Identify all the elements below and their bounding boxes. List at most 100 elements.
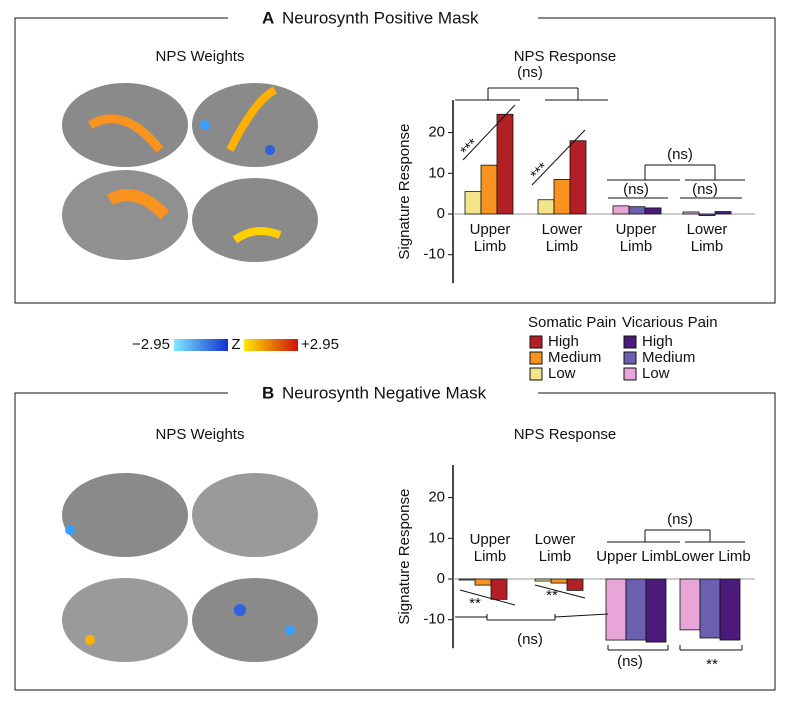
annotation: (ns) xyxy=(517,64,543,81)
response-title: NPS Response xyxy=(514,48,617,65)
legend-label: High xyxy=(642,333,673,350)
y-tick-label: 10 xyxy=(428,164,445,181)
legend-label: High xyxy=(548,333,579,350)
brains xyxy=(62,83,318,262)
annotation: (ns) xyxy=(667,146,693,163)
y-tick-label: 20 xyxy=(428,124,445,141)
bar xyxy=(496,113,514,215)
colorbar-max: +2.95 xyxy=(301,336,339,353)
colorbar: −2.95 Z +2.95 xyxy=(132,336,339,353)
x-tick-label: Upper xyxy=(470,221,511,238)
bracket xyxy=(534,584,586,599)
legend-swatch xyxy=(529,367,543,381)
x-tick-label: Limb xyxy=(539,548,572,565)
annotation: ** xyxy=(706,656,718,673)
legend-label: Medium xyxy=(642,349,695,366)
bar xyxy=(490,578,508,600)
colorbar-min: −2.95 xyxy=(132,336,170,353)
legend-swatch xyxy=(529,335,543,349)
annotation: (ns) xyxy=(617,653,643,670)
x-tick-label: Lower xyxy=(542,221,583,238)
colorbar-neg xyxy=(174,339,228,351)
annotation: (ns) xyxy=(623,181,649,198)
y-tick-label: 0 xyxy=(437,205,445,222)
x-tick-label: Limb xyxy=(546,238,579,255)
legend-title: Vicarious Pain xyxy=(622,314,718,331)
y-axis-label: Signature Response xyxy=(396,489,413,625)
panel-b: B Neurosynth Negative Mask NPS Weights N… xyxy=(14,383,776,691)
bar xyxy=(537,199,555,215)
bracket xyxy=(462,104,516,161)
bar xyxy=(534,578,552,582)
panel-letter: A xyxy=(262,8,274,27)
panel-a: A Neurosynth Positive Mask NPS Weights N… xyxy=(14,8,776,304)
legend-label: Low xyxy=(642,365,670,382)
y-tick-label: 20 xyxy=(428,489,445,506)
bar xyxy=(699,578,721,639)
colorbar-pos xyxy=(244,339,298,351)
legend-swatch xyxy=(623,351,637,365)
y-tick-label: 0 xyxy=(437,570,445,587)
panel-letter: B xyxy=(262,383,274,402)
bar xyxy=(566,578,584,591)
legend-label: Low xyxy=(548,365,576,382)
x-tick-label: Lower Limb xyxy=(673,548,751,565)
bar xyxy=(682,211,700,215)
y-axis-label: Signature Response xyxy=(396,124,413,260)
legend-swatch xyxy=(623,367,637,381)
bar xyxy=(644,207,662,215)
legend-swatch xyxy=(529,351,543,365)
x-tick-label: Limb xyxy=(620,238,653,255)
x-tick-label: Limb xyxy=(474,238,507,255)
brains xyxy=(62,473,318,662)
legend-swatch xyxy=(623,335,637,349)
bar xyxy=(719,578,741,641)
y-tick-label: -10 xyxy=(423,246,445,263)
colorbar-z: Z xyxy=(231,336,240,353)
y-tick-label: -10 xyxy=(423,611,445,628)
weights-title: NPS Weights xyxy=(156,426,245,443)
bracket xyxy=(531,129,586,186)
annotation: (ns) xyxy=(517,631,543,648)
bracket xyxy=(459,589,516,606)
bar xyxy=(569,140,587,215)
weights-title: NPS Weights xyxy=(156,48,245,65)
x-tick-label: Lower xyxy=(535,531,576,548)
annotation: ** xyxy=(546,587,558,604)
bar xyxy=(698,213,716,217)
bar xyxy=(474,578,492,586)
bar xyxy=(645,578,667,643)
annotation: (ns) xyxy=(667,511,693,528)
annotation: ** xyxy=(469,595,481,612)
bar xyxy=(480,164,498,215)
bar xyxy=(714,211,732,215)
bar xyxy=(458,578,476,581)
bar xyxy=(464,191,482,215)
x-tick-label: Upper xyxy=(616,221,657,238)
x-tick-label: Upper xyxy=(470,531,511,548)
bracket xyxy=(554,613,609,618)
bar xyxy=(625,578,647,641)
x-tick-label: Lower xyxy=(687,221,728,238)
response-title: NPS Response xyxy=(514,426,617,443)
title-bg xyxy=(228,383,538,405)
panel-title: Neurosynth Positive Mask xyxy=(282,8,479,27)
annotation: *** xyxy=(457,135,482,160)
bar xyxy=(628,206,646,215)
legend-label: Medium xyxy=(548,349,601,366)
x-tick-label: Upper Limb xyxy=(596,548,674,565)
bar xyxy=(612,205,630,215)
bar xyxy=(679,578,701,631)
annotation: (ns) xyxy=(692,181,718,198)
panel-title: Neurosynth Negative Mask xyxy=(282,383,487,402)
bar xyxy=(605,578,627,641)
x-tick-label: Limb xyxy=(691,238,724,255)
bar xyxy=(550,578,568,584)
bar xyxy=(553,179,571,215)
y-tick-label: 10 xyxy=(428,529,445,546)
annotation: *** xyxy=(527,159,552,184)
x-tick-label: Limb xyxy=(474,548,507,565)
legend-title: Somatic Pain xyxy=(528,314,616,331)
title-bg xyxy=(228,8,538,30)
